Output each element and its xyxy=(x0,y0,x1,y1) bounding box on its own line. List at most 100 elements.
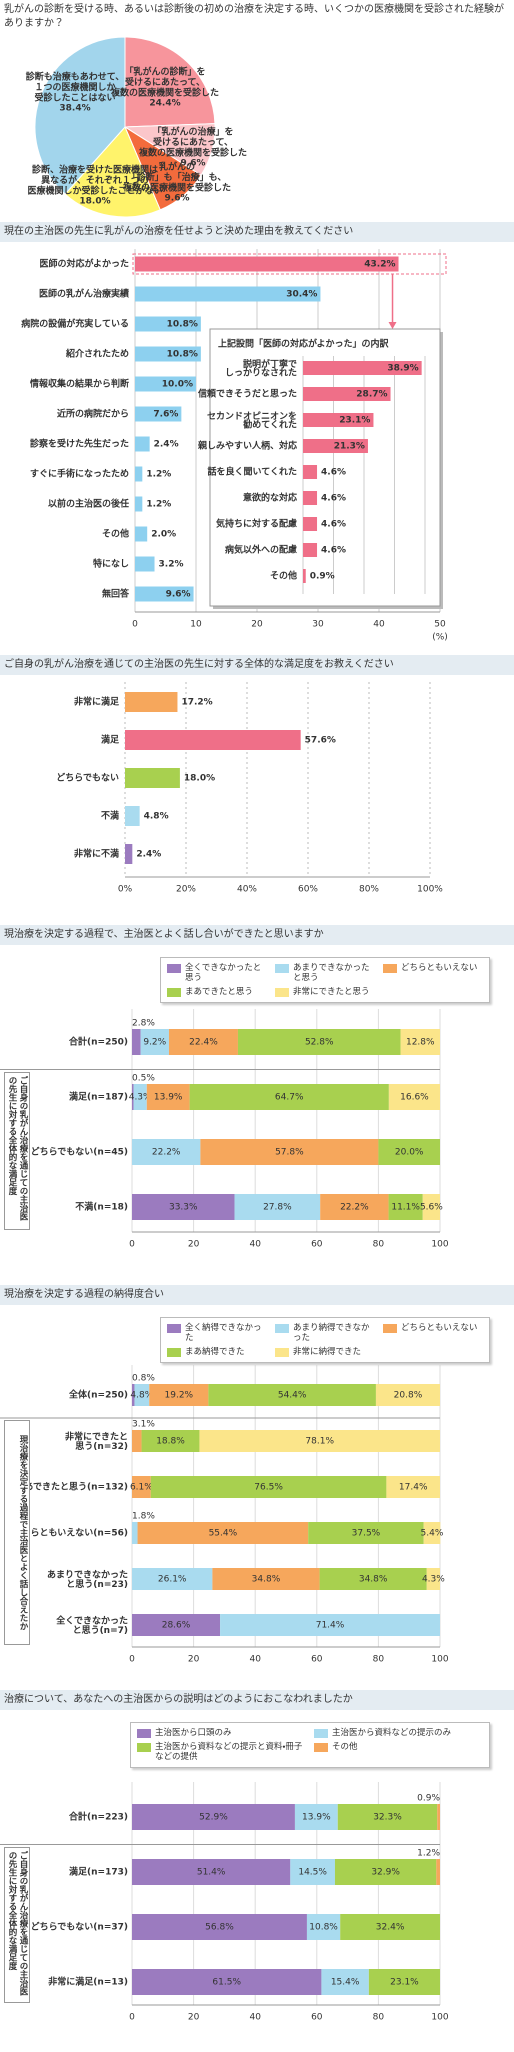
category-label: 近所の病院だから xyxy=(57,408,129,420)
bar-segment xyxy=(132,1969,322,1995)
bar xyxy=(303,517,318,531)
legend-item: どちらともいえない xyxy=(383,963,483,983)
category-label: すぐに手術になったため xyxy=(30,468,129,480)
bar-segment xyxy=(220,1614,440,1636)
bar-segment xyxy=(437,1804,440,1830)
bar xyxy=(135,526,148,542)
value-label: 61.5% xyxy=(212,1978,241,1988)
slice-label: 乳がんの「診断」も「治療」も、複数の医療機関を受診した xyxy=(122,160,231,193)
category-label: どちらでもない xyxy=(56,772,119,784)
bar xyxy=(135,466,143,482)
value-label: 4.6% xyxy=(321,494,346,504)
group-label: 現治療を決定する過程で主治医とよく話し合えたか xyxy=(4,1420,30,1645)
question-title: 乳がんの診断を受ける時、あるいは診断後の初めの治療を決定する時、いくつかの医療機… xyxy=(4,4,504,29)
x-axis-label: (%) xyxy=(432,633,448,643)
x-tick-label: 0 xyxy=(129,1240,135,1250)
value-label: 76.5% xyxy=(254,1483,283,1493)
x-tick-label: 40 xyxy=(373,620,385,630)
highlight-box xyxy=(132,253,447,275)
value-label: 26.1% xyxy=(158,1575,187,1585)
bar-segment xyxy=(149,1384,209,1406)
category-label: その他 xyxy=(102,528,129,540)
bar-segment xyxy=(132,1859,291,1885)
value-label: 11.1% xyxy=(391,1203,420,1213)
bar-segment xyxy=(132,1430,142,1452)
bar xyxy=(135,406,182,422)
legend-swatch xyxy=(314,1743,328,1752)
legend-item: 主治医から資料などの提示のみ xyxy=(314,1728,483,1738)
bar-segment xyxy=(306,1914,341,1940)
category-label-line: 勧めてくれた xyxy=(242,418,297,430)
value-label: 10.8% xyxy=(167,320,198,330)
bar xyxy=(135,256,399,272)
value-label: 15.4% xyxy=(331,1978,360,1988)
slice-label-line: 受けるにあたって、 xyxy=(125,75,205,87)
bar xyxy=(135,376,196,392)
bar-segment xyxy=(375,1384,440,1406)
x-tick-label: 60% xyxy=(298,885,318,895)
category-label: 病気以外への配慮 xyxy=(225,544,297,556)
bar-segment xyxy=(388,1194,423,1220)
bar-segment xyxy=(337,1804,438,1830)
inset-title: 上記設問「医師の対応がよかった」の内訳 xyxy=(218,338,390,350)
x-tick-label: 0 xyxy=(132,620,138,630)
bar-segment xyxy=(237,1029,401,1055)
value-label: 17.4% xyxy=(399,1483,428,1493)
legend-label: 全く納得できなかった xyxy=(185,1323,262,1343)
bar xyxy=(303,543,318,557)
bar-segment xyxy=(150,1476,387,1498)
value-label: 30.4% xyxy=(286,290,317,300)
value-label: 2.8% xyxy=(132,1019,155,1029)
x-tick-label: 60 xyxy=(311,1240,323,1250)
slice-value-label: 9.6% xyxy=(181,158,206,168)
value-label: 34.8% xyxy=(359,1575,388,1585)
bar-segment xyxy=(400,1029,440,1055)
legend-item: 全く納得できなかった xyxy=(167,1323,267,1343)
bar xyxy=(135,436,150,452)
legend-swatch xyxy=(137,1743,151,1752)
bar xyxy=(125,844,133,864)
value-label: 55.4% xyxy=(209,1529,238,1539)
legend-swatch xyxy=(167,1324,181,1333)
value-label: 7.6% xyxy=(153,410,178,420)
x-tick-label: 80 xyxy=(373,1655,385,1665)
row-label: 不満(n=18) xyxy=(75,1201,128,1213)
category-label: 無回答 xyxy=(102,588,130,600)
bar xyxy=(135,286,321,302)
bar-segment xyxy=(436,1859,440,1885)
legend: 全く納得できなかった あまり納得できなかった どちらともいえない まあ納得できた 非常に… xyxy=(160,1317,490,1363)
bar-segment xyxy=(334,1859,437,1885)
pie-slice xyxy=(64,126,161,218)
value-label: 5.6% xyxy=(420,1203,443,1213)
value-label: 0.9% xyxy=(310,572,335,582)
bar-segment xyxy=(132,1476,151,1498)
value-label: 37.5% xyxy=(352,1529,381,1539)
bar-segment xyxy=(294,1804,338,1830)
legend-swatch xyxy=(314,1729,328,1738)
legend-label: 非常にできたと思う xyxy=(293,987,370,997)
value-label: 56.8% xyxy=(205,1923,234,1933)
value-label: 71.4% xyxy=(316,1621,345,1631)
legend-swatch xyxy=(275,1348,289,1357)
legend: 主治医から口頭のみ 主治医から資料などの提示のみ 主治医から資料などの提示と資料・冊… xyxy=(130,1722,490,1768)
bar xyxy=(135,346,201,362)
row-label: 合計(n=223) xyxy=(68,1811,128,1823)
bar-segment xyxy=(290,1859,335,1885)
x-tick-label: 10 xyxy=(190,620,202,630)
value-label: 4.8% xyxy=(144,812,169,822)
slice-label: 診断、治療を受けた医療機関は異なるが、それぞれ１つの医療機関しか受診したことがな… xyxy=(27,163,162,196)
bar xyxy=(125,730,301,750)
bar-segment xyxy=(168,1029,238,1055)
row-label: 非常にできたと思う(n=32) xyxy=(65,1430,128,1452)
discussion-chart: 0 20 40 60 80 100 合計(n=250) 2.8% 9.2% 22.4% 52.8% 1… xyxy=(0,1009,449,1250)
x-tick-label: 100 xyxy=(431,1240,448,1250)
legend-swatch xyxy=(167,964,181,973)
bar-segment xyxy=(132,1139,201,1165)
category-label: 信頼できそうだと思った xyxy=(197,388,297,400)
row-label-line: あまりできなかった xyxy=(47,1569,128,1580)
legend-item: 非常にできたと思う xyxy=(275,987,375,997)
legend-label: 主治医から資料などの提示のみ xyxy=(332,1728,452,1738)
legend-label: あまりできなかったと思う xyxy=(293,963,370,983)
bar-segment xyxy=(378,1139,440,1165)
value-label: 1.2% xyxy=(417,1849,440,1859)
